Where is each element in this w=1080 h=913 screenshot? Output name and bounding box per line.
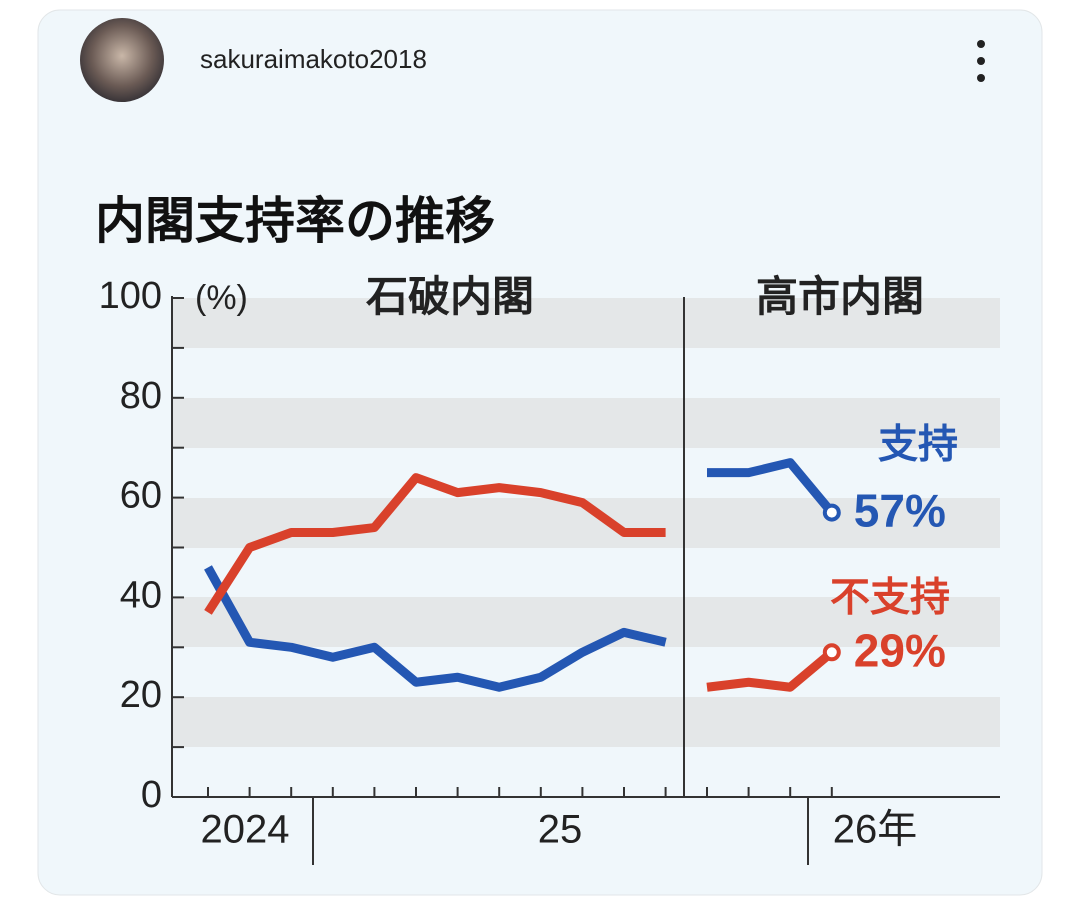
x-year-label: 25 [538, 808, 583, 852]
y-tick-label: 40 [120, 574, 162, 616]
end-marker [822, 643, 841, 662]
series-line [204, 473, 666, 615]
value-label: 57% [854, 485, 946, 537]
avatar[interactable] [80, 18, 164, 102]
series-label: 不支持 [830, 576, 950, 620]
more-menu[interactable] [977, 40, 985, 82]
panel-title: 石破内閣 [366, 273, 534, 320]
post-card [37, 9, 1043, 896]
series-line [706, 648, 835, 692]
y-tick-label: 0 [141, 774, 162, 816]
y-tick-label: 80 [120, 375, 162, 417]
end-marker [822, 503, 841, 522]
series-line [204, 565, 667, 692]
panel-title: 高市内閣 [756, 273, 924, 320]
series-line [707, 458, 836, 516]
y-tick-label: 60 [120, 475, 162, 517]
series-label: 支持 [878, 423, 958, 467]
y-unit: (%) [195, 279, 248, 317]
chart-title: 内閣支持率の推移 [95, 193, 495, 249]
x-year-label: 26年 [833, 808, 918, 852]
value-label: 29% [854, 624, 946, 676]
y-tick-label: 20 [120, 674, 162, 716]
x-year-label: 2024 [201, 808, 290, 852]
y-tick-label: 100 [99, 275, 162, 317]
username[interactable]: sakuraimakoto2018 [200, 44, 427, 74]
